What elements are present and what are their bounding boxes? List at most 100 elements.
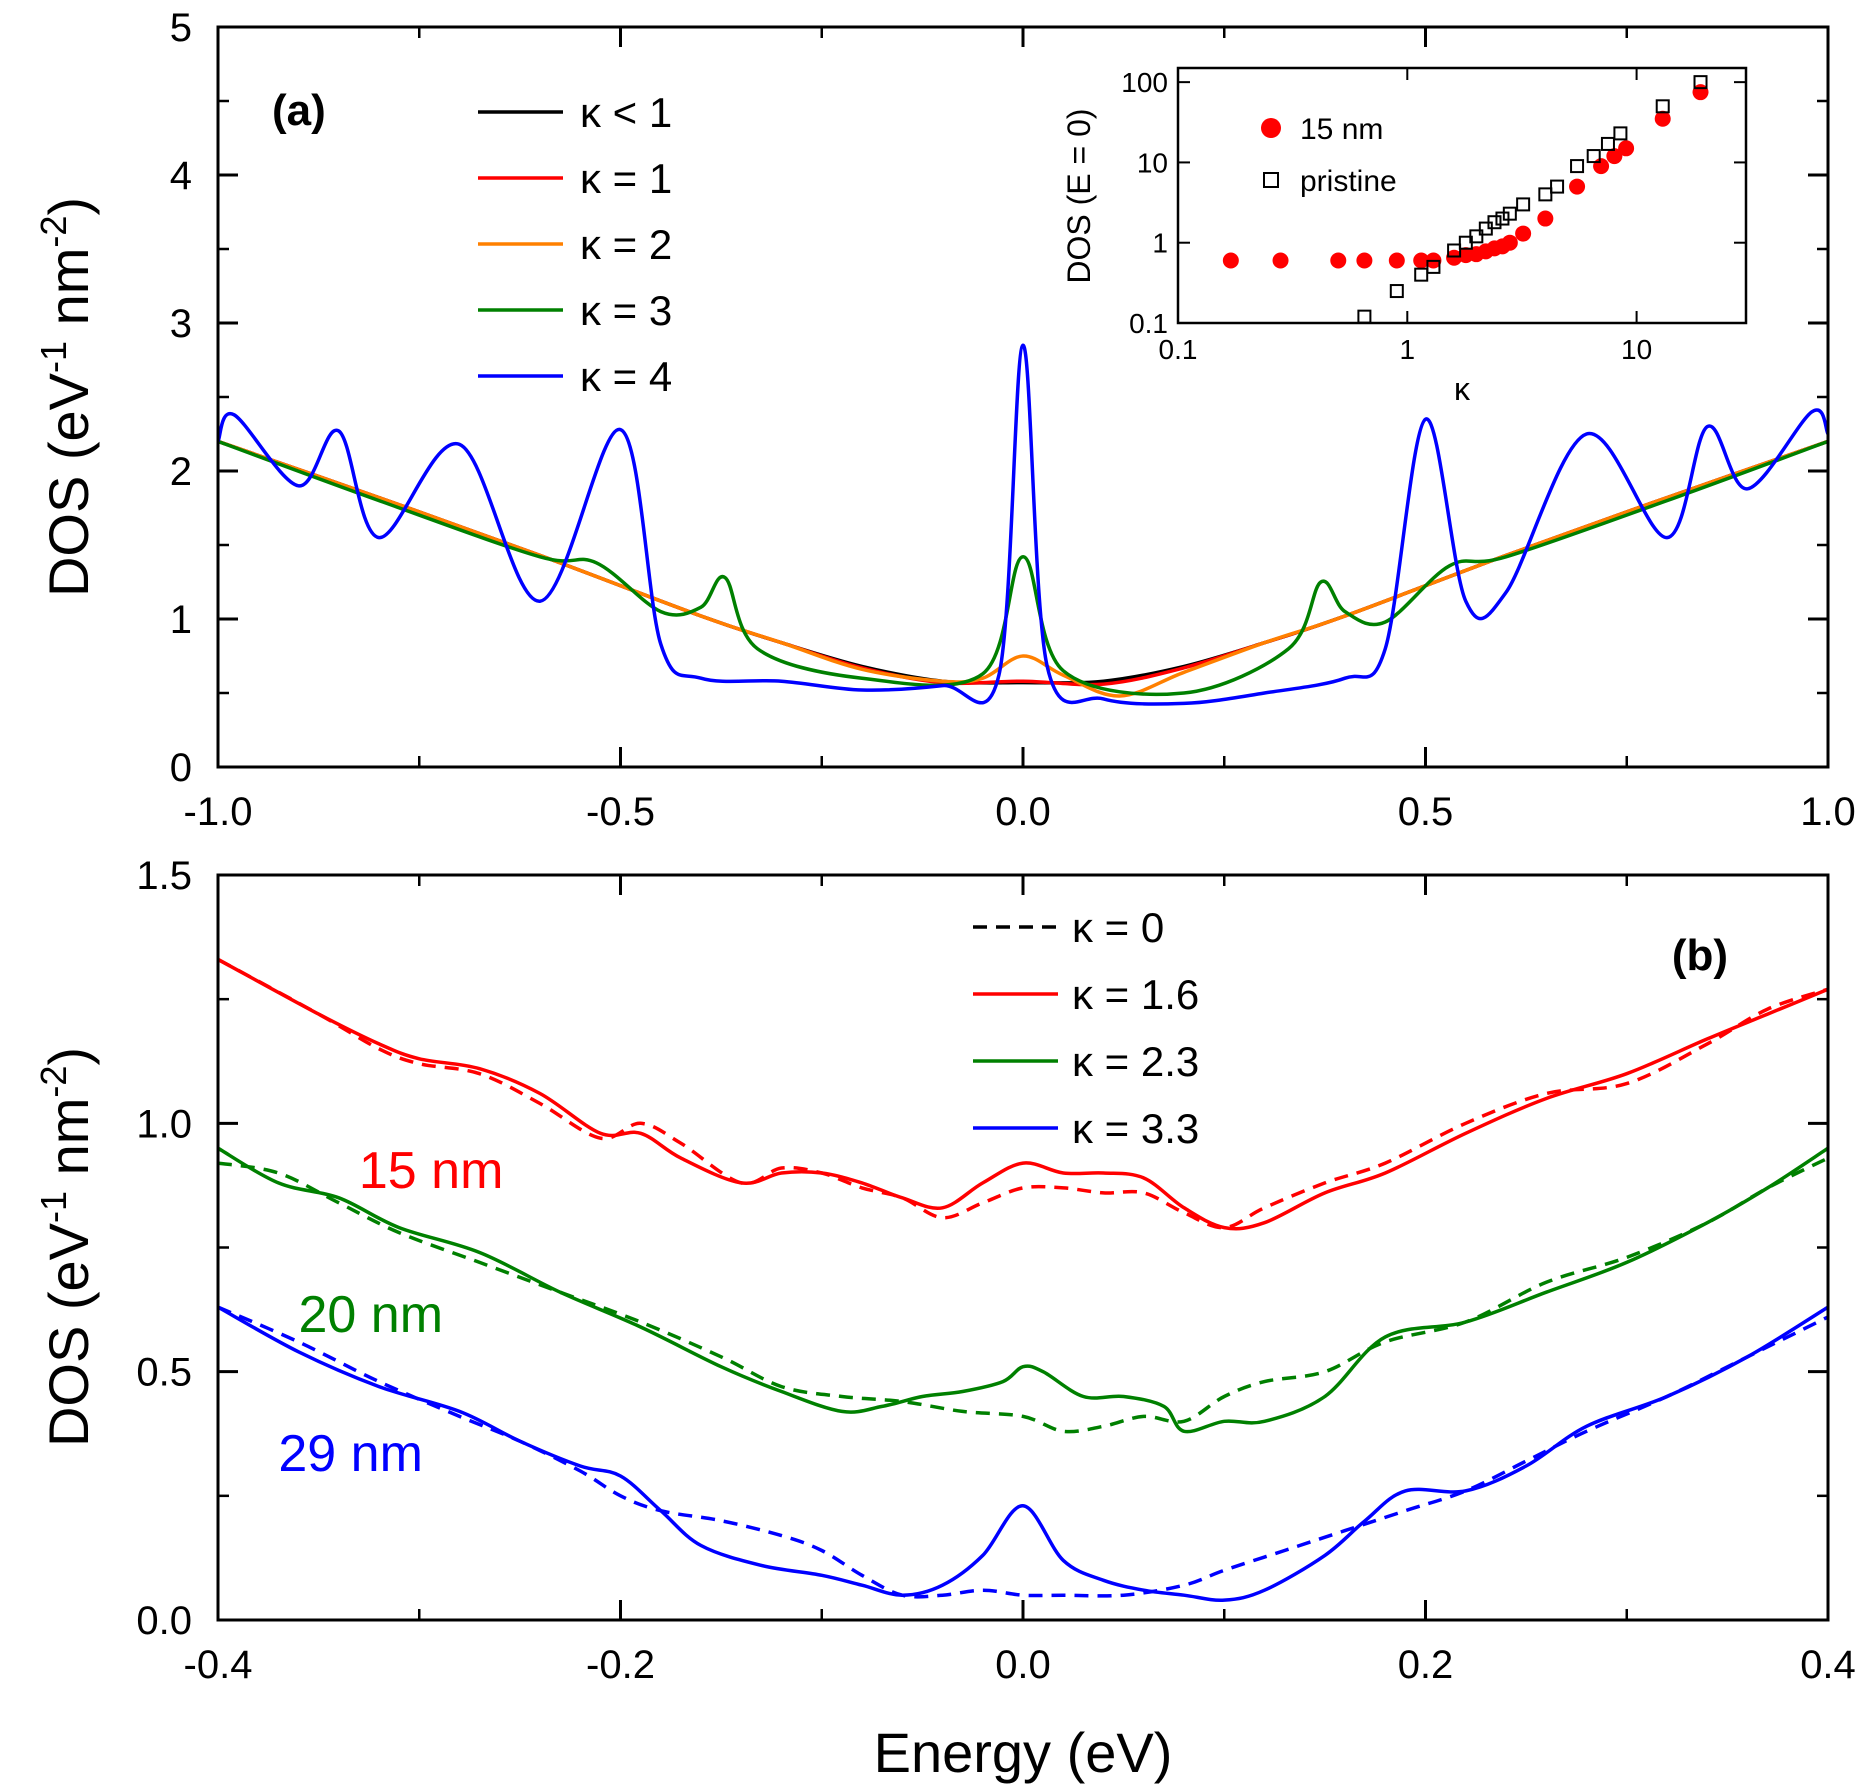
inset-point-pristine	[1495, 211, 1510, 226]
inset-point-pristine	[1389, 284, 1404, 299]
inset-legend-label: pristine	[1300, 165, 1397, 198]
b-x-tick-label: 0.4	[1800, 1643, 1856, 1687]
a-y-tick-label: 2	[170, 450, 192, 494]
b-legend-label: κ = 2.3	[1072, 1038, 1199, 1085]
inset-point-pristine	[1600, 136, 1615, 151]
panel-a-y-axis-label: DOS (eV-1 nm-2)	[33, 197, 100, 597]
inset-point-15nm	[1515, 225, 1532, 242]
inset-x-axis-label: κ	[1454, 371, 1471, 407]
b-x-tick-label: 0.2	[1398, 1643, 1454, 1687]
inset-point-pristine	[1502, 206, 1517, 221]
inset-point-15nm	[1606, 148, 1623, 165]
a-x-tick-label: 1.0	[1800, 790, 1856, 834]
a-x-tick-label: -0.5	[586, 790, 655, 834]
x-axis-label: Energy (eV)	[874, 1721, 1173, 1784]
a-series-line-3	[217, 439, 1829, 697]
panel-b-y-axis-label: DOS (eV-1 nm-2)	[33, 1047, 100, 1447]
b-x-tick-label: 0.0	[995, 1643, 1051, 1687]
inset-point-pristine	[1487, 215, 1502, 230]
inset-legend-marker	[1263, 172, 1279, 188]
inset-point-pristine	[1538, 187, 1553, 202]
panel-b-ticks: -0.4 -0.2 0.0 0.2 0.4 0.0 0.5 1.0 1.5	[136, 854, 1855, 1687]
b-annotation: 20 nm	[299, 1286, 444, 1344]
a-x-tick-label: 0.0	[995, 790, 1051, 834]
inset-point-15nm	[1388, 252, 1405, 269]
panel-a-series	[216, 343, 1830, 706]
inset-point-pristine	[1613, 126, 1628, 141]
inset-points	[1222, 75, 1709, 324]
inset-point-15nm	[1537, 210, 1554, 227]
a-y-tick-label: 5	[170, 6, 192, 50]
inset-point-pristine	[1414, 267, 1429, 282]
a-y-tick-label: 0	[170, 746, 192, 790]
inset-x-tick-label: 1	[1400, 334, 1416, 365]
b-series-line-4	[217, 1305, 1829, 1602]
a-y-tick-label: 1	[170, 598, 192, 642]
a-legend-label: κ = 4	[580, 353, 672, 400]
a-legend-label: κ < 1	[580, 89, 672, 136]
inset-point-15nm	[1618, 140, 1635, 157]
a-series-line-1	[217, 439, 1829, 687]
inset-y-tick-label: 0.1	[1129, 308, 1168, 339]
inset-point-pristine	[1469, 229, 1484, 244]
inset-point-pristine	[1550, 179, 1565, 194]
b-x-tick-label: -0.2	[586, 1643, 655, 1687]
panel-b-series	[217, 957, 1829, 1602]
inset-x-tick-label: 10	[1621, 334, 1652, 365]
a-legend-label: κ = 2	[580, 221, 672, 268]
panel-a-legend: κ < 1 κ = 1 κ = 2 κ = 3 κ = 4	[478, 89, 672, 400]
inset-point-pristine	[1447, 243, 1462, 258]
inset-point-15nm	[1501, 234, 1518, 251]
b-annotation: 29 nm	[278, 1425, 423, 1483]
inset-point-pristine	[1693, 75, 1708, 90]
panel-a-inset: 0.1 1 10 0.1 1 10 100 DOS (E = 0) κ 15 nm prist…	[1061, 66, 1748, 407]
inset-point-pristine	[1516, 197, 1531, 212]
a-y-tick-label: 3	[170, 302, 192, 346]
inset-point-15nm	[1222, 252, 1239, 269]
inset-point-15nm	[1654, 110, 1671, 127]
a-series-line-0	[217, 439, 1829, 685]
b-series-line-0	[217, 957, 1829, 1231]
inset-point-15nm	[1569, 178, 1586, 195]
inset-legend-label: 15 nm	[1300, 113, 1383, 146]
inset-point-pristine	[1655, 99, 1670, 114]
b-y-tick-label: 1.5	[136, 854, 192, 898]
b-legend-label: κ = 3.3	[1072, 1105, 1199, 1152]
b-series-line-2	[217, 1146, 1829, 1434]
b-y-tick-label: 1.0	[136, 1102, 192, 1146]
inset-point-pristine	[1426, 259, 1441, 274]
panel-b-legend: κ = 0 κ = 1.6 κ = 2.3 κ = 3.3	[973, 904, 1199, 1152]
a-series-line-4	[216, 343, 1830, 706]
inset-point-pristine	[1570, 159, 1585, 174]
a-series-line-2	[217, 439, 1829, 698]
inset-frame	[1176, 66, 1748, 325]
inset-x-tick-label: 0.1	[1159, 334, 1198, 365]
panel-b-frame	[216, 873, 1830, 1622]
inset-point-pristine	[1586, 149, 1601, 164]
a-x-tick-label: -1.0	[184, 790, 253, 834]
inset-point-15nm	[1356, 252, 1373, 269]
inset-point-15nm	[1272, 252, 1289, 269]
a-legend-label: κ = 3	[580, 287, 672, 334]
inset-y-axis-label: DOS (E = 0)	[1061, 108, 1097, 283]
b-y-tick-label: 0.5	[136, 1351, 192, 1395]
inset-legend-marker	[1261, 118, 1281, 138]
inset-point-pristine	[1357, 309, 1372, 324]
inset-point-15nm	[1330, 252, 1347, 269]
b-x-tick-label: -0.4	[184, 1643, 253, 1687]
inset-legend: 15 nm pristine	[1261, 113, 1397, 198]
b-legend-label: κ = 1.6	[1072, 971, 1199, 1018]
a-x-tick-label: 0.5	[1398, 790, 1454, 834]
panel-b: -0.4 -0.2 0.0 0.2 0.4 0.0 0.5 1.0 1.5 (b) DOS (e…	[33, 854, 1856, 1784]
a-legend-label: κ = 1	[580, 155, 672, 202]
panel-a-label: (a)	[272, 86, 326, 135]
inset-y-tick-label: 100	[1121, 67, 1168, 98]
inset-ticks: 0.1 1 10 0.1 1 10 100	[1121, 67, 1746, 365]
b-series-line-5	[217, 1305, 1829, 1599]
panel-a-ticks: -1.0 -0.5 0.0 0.5 1.0 0 1 2 3 4 5	[170, 6, 1856, 834]
inset-point-15nm	[1593, 158, 1610, 175]
panel-b-annotations: 15 nm 20 nm 29 nm	[278, 1142, 503, 1483]
panel-b-label: (b)	[1672, 931, 1728, 980]
inset-point-15nm	[1413, 252, 1430, 269]
